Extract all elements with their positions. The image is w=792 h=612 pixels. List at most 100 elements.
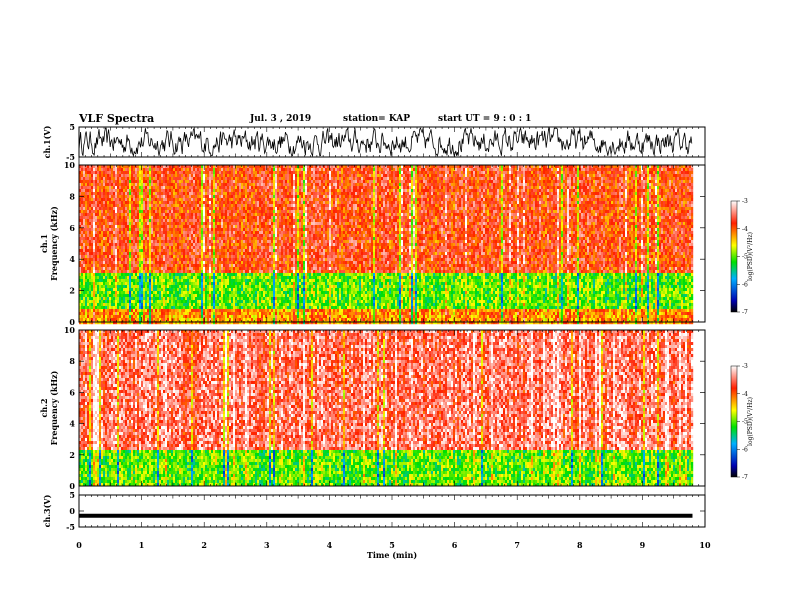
- spectrogram-cell: [195, 282, 197, 285]
- spectrogram-cell: [131, 288, 133, 291]
- spectrogram-cell: [121, 195, 123, 198]
- spectrogram-cell: [169, 207, 171, 210]
- spectrogram-cell: [81, 258, 83, 261]
- spectrogram-cell: [141, 171, 143, 174]
- spectrogram-cell: [127, 234, 129, 237]
- spectrogram-cell: [95, 234, 97, 237]
- spectrogram-cell: [107, 252, 109, 255]
- spectrogram-cell: [127, 225, 129, 228]
- spectrogram-cell: [93, 291, 95, 294]
- spectrogram-cell: [139, 309, 141, 312]
- spectrogram-cell: [205, 213, 207, 216]
- spectrogram-cell: [157, 213, 159, 216]
- spectrogram-cell: [129, 180, 131, 183]
- spectrogram-cell: [195, 219, 197, 222]
- spectrogram-cell: [215, 288, 217, 291]
- spectrogram-cell: [105, 321, 107, 324]
- spectrogram-cell: [129, 234, 131, 237]
- spectrogram-cell: [203, 240, 205, 243]
- spectrogram-cell: [109, 246, 111, 249]
- spectrogram-cell: [169, 219, 171, 222]
- spectrogram-cell: [147, 204, 149, 207]
- spectrogram-cell: [213, 237, 215, 240]
- spectrogram-cell: [191, 246, 193, 249]
- spectrogram-cell: [149, 252, 151, 255]
- spectrogram-cell: [187, 264, 189, 267]
- spectrogram-cell: [155, 216, 157, 219]
- spectrogram-cell: [87, 309, 89, 312]
- spectrogram-cell: [205, 276, 207, 279]
- spectrogram-cell: [101, 216, 103, 219]
- spectrogram-cell: [177, 240, 179, 243]
- spectrogram-cell: [209, 195, 211, 198]
- spectrogram-cell: [191, 225, 193, 228]
- spectrogram-cell: [135, 177, 137, 180]
- spectrogram-cell: [167, 204, 169, 207]
- spectrogram-cell: [197, 279, 199, 282]
- spectrogram-cell: [171, 204, 173, 207]
- spectrogram-cell: [133, 198, 135, 201]
- spectrogram-cell: [113, 309, 115, 312]
- spectrogram-cell: [207, 234, 209, 237]
- spectrogram-cell: [105, 294, 107, 297]
- spectrogram-cell: [173, 315, 175, 318]
- spectrogram-cell: [127, 228, 129, 231]
- spectrogram-cell: [177, 255, 179, 258]
- spectrogram-cell: [111, 306, 113, 309]
- spectrogram-cell: [153, 180, 155, 183]
- spectrogram-cell: [125, 315, 127, 318]
- spectrogram-cell: [115, 240, 117, 243]
- spectrogram-cell: [209, 288, 211, 291]
- spectrogram-cell: [189, 309, 191, 312]
- spectrogram-cell: [157, 171, 159, 174]
- spectrogram-cell: [165, 279, 167, 282]
- spectrogram-cell: [211, 291, 213, 294]
- spectrogram-cell: [143, 228, 145, 231]
- spectrogram-cell: [91, 207, 93, 210]
- spectrogram-cell: [115, 192, 117, 195]
- spectrogram-cell: [139, 198, 141, 201]
- spectrogram-cell: [115, 231, 117, 234]
- spectrogram-cell: [203, 189, 205, 192]
- spectrogram-cell: [125, 198, 127, 201]
- spectrogram-cell: [139, 174, 141, 177]
- spectrogram-cell: [213, 303, 215, 306]
- spectrogram-cell: [191, 291, 193, 294]
- spectrogram-cell: [167, 210, 169, 213]
- spectrogram-cell: [139, 252, 141, 255]
- spectrogram-cell: [123, 270, 125, 273]
- spectrogram-cell: [131, 303, 133, 306]
- spectrogram-cell: [95, 246, 97, 249]
- spectrogram-cell: [87, 276, 89, 279]
- spectrogram-cell: [91, 294, 93, 297]
- spectrogram-cell: [99, 213, 101, 216]
- spectrogram-cell: [121, 180, 123, 183]
- spectrogram-cell: [147, 213, 149, 216]
- spectrogram-cell: [97, 180, 99, 183]
- spectrogram-cell: [123, 240, 125, 243]
- spectrogram-cell: [115, 237, 117, 240]
- spectrogram-cell: [171, 279, 173, 282]
- spectrogram-cell: [195, 300, 197, 303]
- spectrogram-cell: [139, 237, 141, 240]
- spectrogram-cell: [111, 255, 113, 258]
- spectrogram-cell: [103, 210, 105, 213]
- spectrogram-cell: [143, 276, 145, 279]
- spectrogram-cell: [171, 246, 173, 249]
- spectrogram-cell: [139, 201, 141, 204]
- spectrogram-cell: [155, 321, 157, 324]
- spectrogram-cell: [113, 288, 115, 291]
- spectrogram-cell: [135, 213, 137, 216]
- spectrogram-cell: [205, 201, 207, 204]
- spectrogram-cell: [129, 240, 131, 243]
- spectrogram-cell: [107, 234, 109, 237]
- spectrogram-cell: [179, 264, 181, 267]
- spectrogram-cell: [89, 273, 91, 276]
- spectrogram-cell: [85, 174, 87, 177]
- spectrogram-cell: [155, 249, 157, 252]
- spectrogram-cell: [95, 264, 97, 267]
- spectrogram-cell: [143, 210, 145, 213]
- spectrogram-cell: [169, 240, 171, 243]
- spectrogram-cell: [115, 207, 117, 210]
- spectrogram-cell: [123, 213, 125, 216]
